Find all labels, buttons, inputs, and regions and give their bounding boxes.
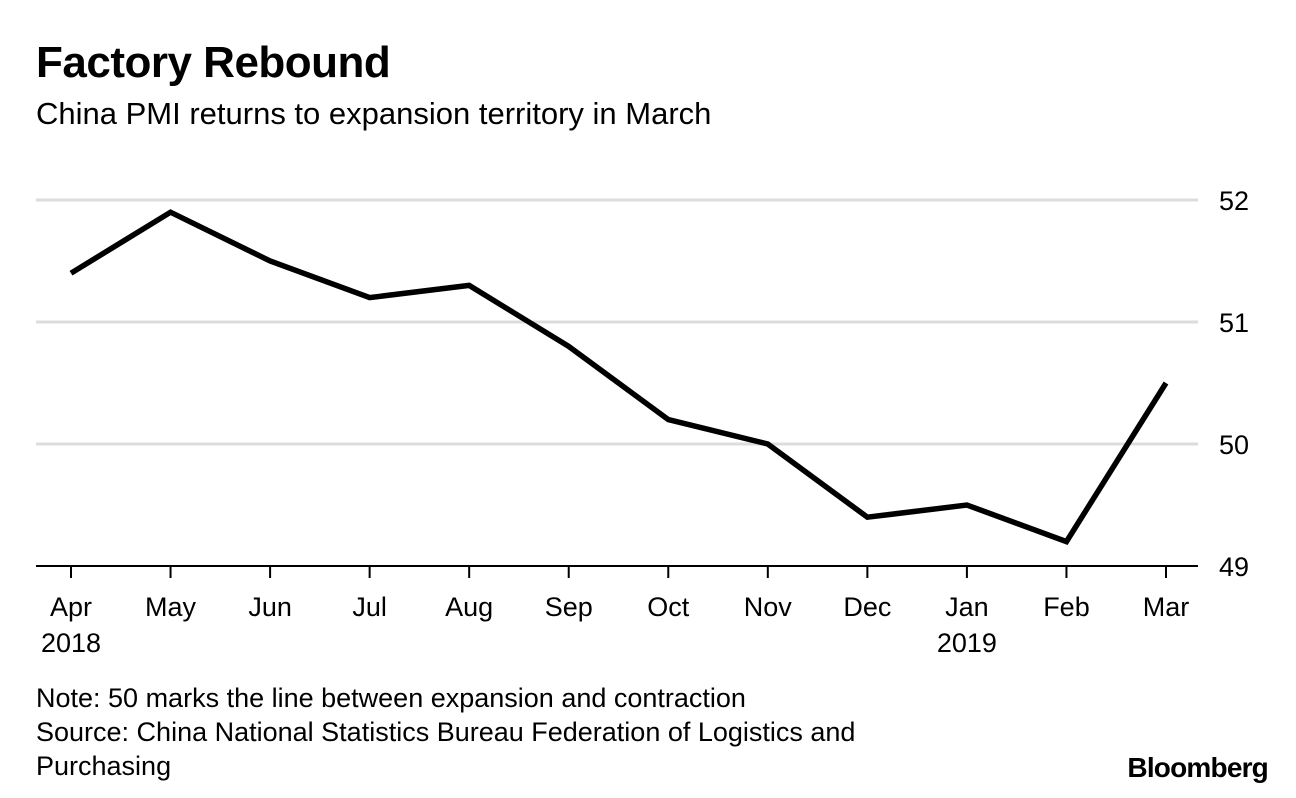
y-axis: 49 50 51 52 — [1219, 186, 1249, 582]
x-year-label: 2019 — [937, 628, 997, 658]
x-tick-label: Oct — [647, 592, 690, 622]
y-tick-label: 51 — [1219, 308, 1249, 338]
note-text: Note: 50 marks the line between expansio… — [36, 683, 746, 713]
x-tick-label: Aug — [445, 592, 493, 622]
source-text: Source: China National Statistics Bureau… — [36, 717, 856, 781]
series-layer — [69, 209, 1169, 545]
x-tick-label: Apr — [50, 592, 92, 622]
y-tick-label: 50 — [1219, 430, 1249, 460]
x-tick-label: Nov — [744, 592, 793, 622]
chart-notes: Note: 50 marks the line between expansio… — [36, 681, 966, 783]
x-tick-label: Jan — [945, 592, 989, 622]
chart-subtitle: China PMI returns to expansion territory… — [36, 96, 712, 131]
bloomberg-logo: Bloomberg — [1127, 752, 1268, 783]
x-tick-label: Jun — [248, 592, 292, 622]
x-axis-labels: Apr May Jun Jul Aug Sep Oct Nov Dec Jan Feb Mar 2018… — [41, 592, 1189, 658]
x-tick-label: Sep — [545, 592, 593, 622]
x-year-label: 2018 — [41, 628, 101, 658]
x-axis — [36, 565, 1198, 578]
series-line — [69, 209, 1169, 545]
x-tick-label: Mar — [1143, 592, 1190, 622]
chart-title: Factory Rebound — [36, 38, 391, 87]
y-tick-label: 52 — [1219, 186, 1249, 216]
x-tick-label: Jul — [352, 592, 387, 622]
x-tick-label: May — [145, 592, 197, 622]
x-tick-label: Dec — [843, 592, 891, 622]
gridlines — [36, 198, 1198, 446]
y-tick-label: 49 — [1219, 552, 1249, 582]
x-tick-label: Feb — [1043, 592, 1090, 622]
